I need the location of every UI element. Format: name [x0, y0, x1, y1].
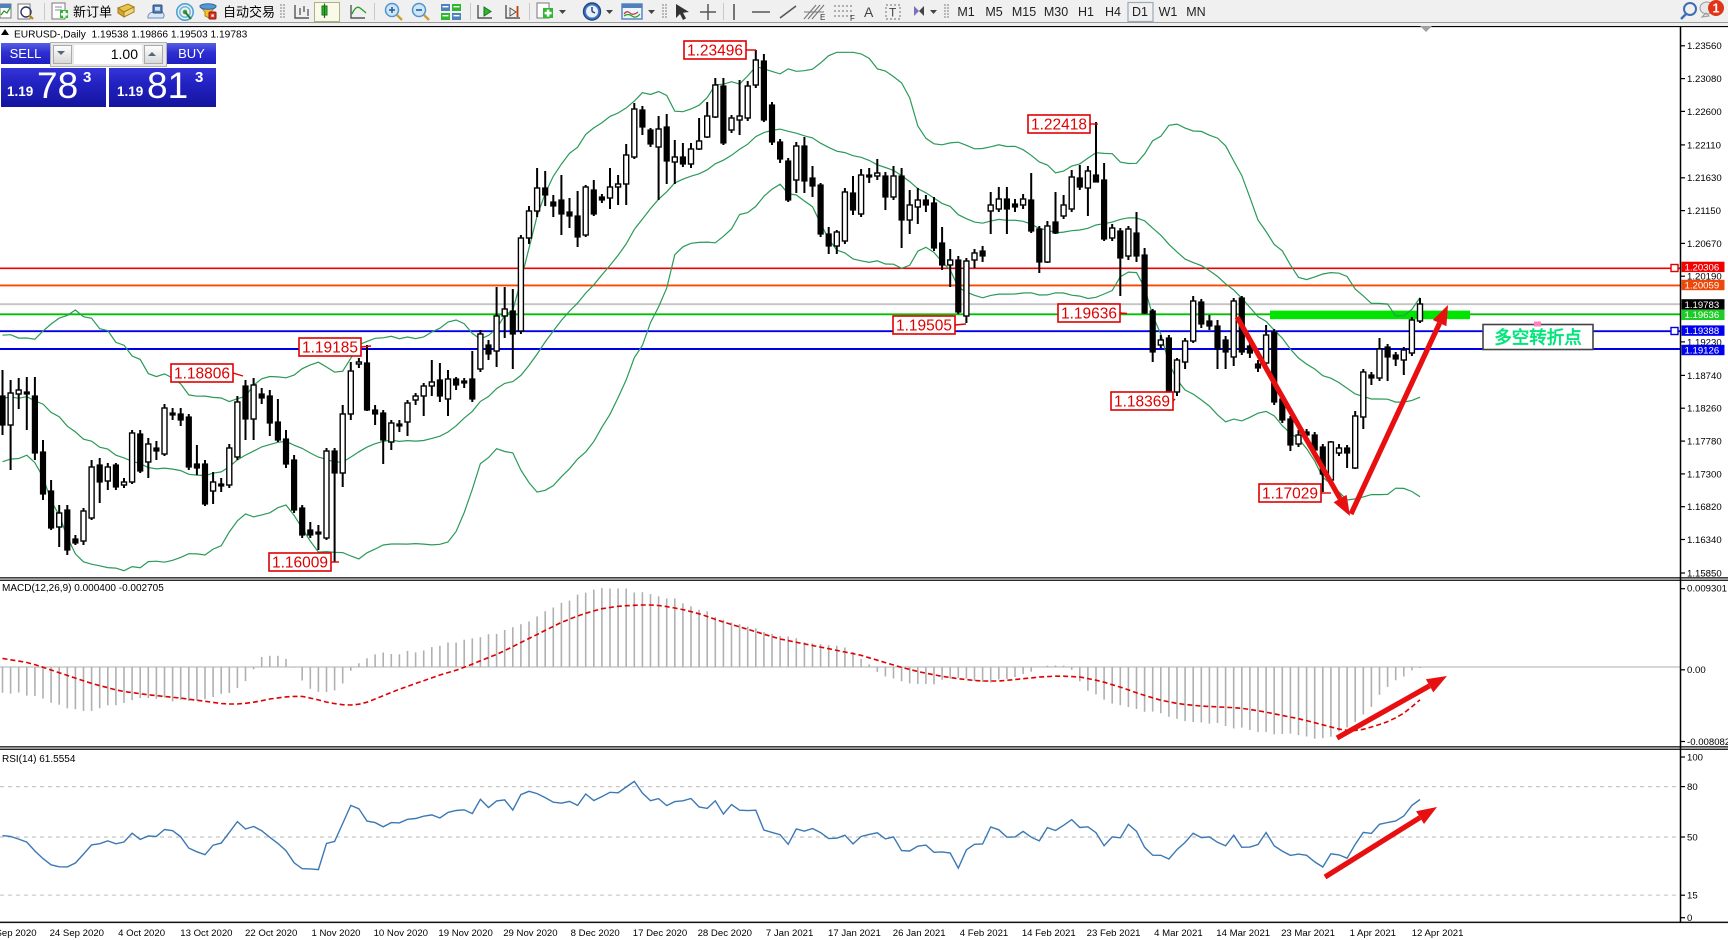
svg-text:1.16820: 1.16820: [1687, 502, 1722, 513]
svg-text:1.23560: 1.23560: [1687, 41, 1722, 52]
svg-text:1.20190: 1.20190: [1687, 272, 1722, 283]
svg-text:23 Feb 2021: 23 Feb 2021: [1087, 928, 1141, 939]
svg-text:D1: D1: [1132, 5, 1148, 19]
svg-text:14 Feb 2021: 14 Feb 2021: [1022, 928, 1076, 939]
svg-text:EURUSD-,Daily 1.19538 1.19866: EURUSD-,Daily 1.19538 1.19866 1.19503 1.…: [14, 30, 248, 41]
svg-text:自动交易: 自动交易: [223, 5, 275, 20]
svg-text:17 Jan 2021: 17 Jan 2021: [828, 928, 881, 939]
svg-text:1.17780: 1.17780: [1687, 437, 1722, 448]
svg-text:14 Mar 2021: 14 Mar 2021: [1216, 928, 1270, 939]
svg-text:10 Nov 2020: 10 Nov 2020: [374, 928, 428, 939]
svg-text:0: 0: [1687, 913, 1692, 924]
svg-text:M30: M30: [1044, 5, 1068, 19]
svg-text:1.19230: 1.19230: [1687, 337, 1722, 348]
svg-text:1.19388: 1.19388: [1685, 326, 1720, 337]
svg-text:1.19783: 1.19783: [1685, 300, 1720, 311]
svg-text:1.15850: 1.15850: [1687, 568, 1722, 579]
svg-text:1.19505: 1.19505: [896, 318, 952, 335]
svg-text:1.22110: 1.22110: [1687, 140, 1721, 151]
svg-text:1.19126: 1.19126: [1685, 345, 1720, 356]
svg-text:12 Apr 2021: 12 Apr 2021: [1412, 928, 1464, 939]
svg-text:0.009301: 0.009301: [1687, 584, 1727, 595]
svg-text:1.19636: 1.19636: [1685, 310, 1720, 321]
svg-text:1.19636: 1.19636: [1061, 306, 1117, 323]
svg-text:1.21630: 1.21630: [1687, 173, 1722, 184]
svg-text:M1: M1: [957, 5, 974, 19]
svg-text:1.20670: 1.20670: [1687, 239, 1722, 250]
svg-text:1 Apr 2021: 1 Apr 2021: [1350, 928, 1396, 939]
svg-text:1.18369: 1.18369: [1114, 394, 1170, 411]
svg-text:1.18260: 1.18260: [1687, 404, 1722, 415]
svg-text:1.23496: 1.23496: [687, 43, 743, 60]
svg-text:1.17029: 1.17029: [1262, 486, 1318, 503]
svg-text:新订单: 新订单: [73, 5, 112, 20]
svg-text:-0.008082: -0.008082: [1687, 737, 1728, 748]
svg-text:29 Nov 2020: 29 Nov 2020: [503, 928, 557, 939]
svg-text:22 Oct 2020: 22 Oct 2020: [245, 928, 297, 939]
svg-text:1.23080: 1.23080: [1687, 74, 1722, 85]
svg-text:A: A: [864, 4, 874, 20]
svg-text:28 Dec 2020: 28 Dec 2020: [698, 928, 752, 939]
svg-text:26 Jan 2021: 26 Jan 2021: [893, 928, 946, 939]
svg-text:0.00: 0.00: [1687, 665, 1706, 676]
svg-text:7 Jan 2021: 7 Jan 2021: [766, 928, 813, 939]
svg-text:4 Oct 2020: 4 Oct 2020: [118, 928, 165, 939]
svg-text:15: 15: [1687, 891, 1698, 902]
svg-text:6 Sep 2020: 6 Sep 2020: [0, 928, 37, 939]
svg-text:8 Dec 2020: 8 Dec 2020: [571, 928, 620, 939]
svg-text:多空转折点: 多空转折点: [1494, 328, 1582, 348]
svg-text:H1: H1: [1078, 5, 1094, 19]
svg-text:23 Mar 2021: 23 Mar 2021: [1281, 928, 1335, 939]
svg-text:1.19185: 1.19185: [302, 340, 358, 357]
svg-text:1.22600: 1.22600: [1687, 107, 1722, 118]
svg-text:1: 1: [1713, 2, 1720, 16]
svg-text:1.18740: 1.18740: [1687, 371, 1722, 382]
svg-text:4 Mar 2021: 4 Mar 2021: [1154, 928, 1203, 939]
svg-text:H4: H4: [1105, 5, 1121, 19]
svg-text:19 Nov 2020: 19 Nov 2020: [438, 928, 492, 939]
svg-text:1.20059: 1.20059: [1685, 280, 1720, 291]
svg-text:1.16340: 1.16340: [1687, 535, 1722, 546]
svg-text:T: T: [889, 6, 897, 20]
svg-text:50: 50: [1687, 832, 1698, 843]
svg-text:17 Dec 2020: 17 Dec 2020: [633, 928, 687, 939]
svg-text:1.17300: 1.17300: [1687, 469, 1722, 480]
svg-text:13 Oct 2020: 13 Oct 2020: [180, 928, 232, 939]
svg-text:4 Feb 2021: 4 Feb 2021: [960, 928, 1009, 939]
svg-text:W1: W1: [1159, 5, 1178, 19]
svg-text:1.20306: 1.20306: [1685, 262, 1720, 273]
svg-text:MACD(12,26,9) 0.000400 -0.0027: MACD(12,26,9) 0.000400 -0.002705: [2, 583, 164, 594]
svg-text:1.22418: 1.22418: [1031, 117, 1087, 134]
svg-text:1.16009: 1.16009: [272, 555, 328, 572]
svg-text:M5: M5: [985, 5, 1002, 19]
svg-text:1.21150: 1.21150: [1687, 206, 1721, 217]
svg-text:80: 80: [1687, 782, 1698, 793]
svg-text:24 Sep 2020: 24 Sep 2020: [50, 928, 104, 939]
svg-text:RSI(14) 61.5554: RSI(14) 61.5554: [2, 754, 76, 765]
svg-text:1.18806: 1.18806: [174, 366, 230, 383]
svg-text:1 Nov 2020: 1 Nov 2020: [311, 928, 360, 939]
svg-text:E: E: [820, 13, 825, 22]
svg-text:MN: MN: [1186, 5, 1205, 19]
svg-text:100: 100: [1687, 752, 1703, 763]
svg-text:M15: M15: [1012, 5, 1036, 19]
svg-text:F: F: [850, 14, 855, 23]
